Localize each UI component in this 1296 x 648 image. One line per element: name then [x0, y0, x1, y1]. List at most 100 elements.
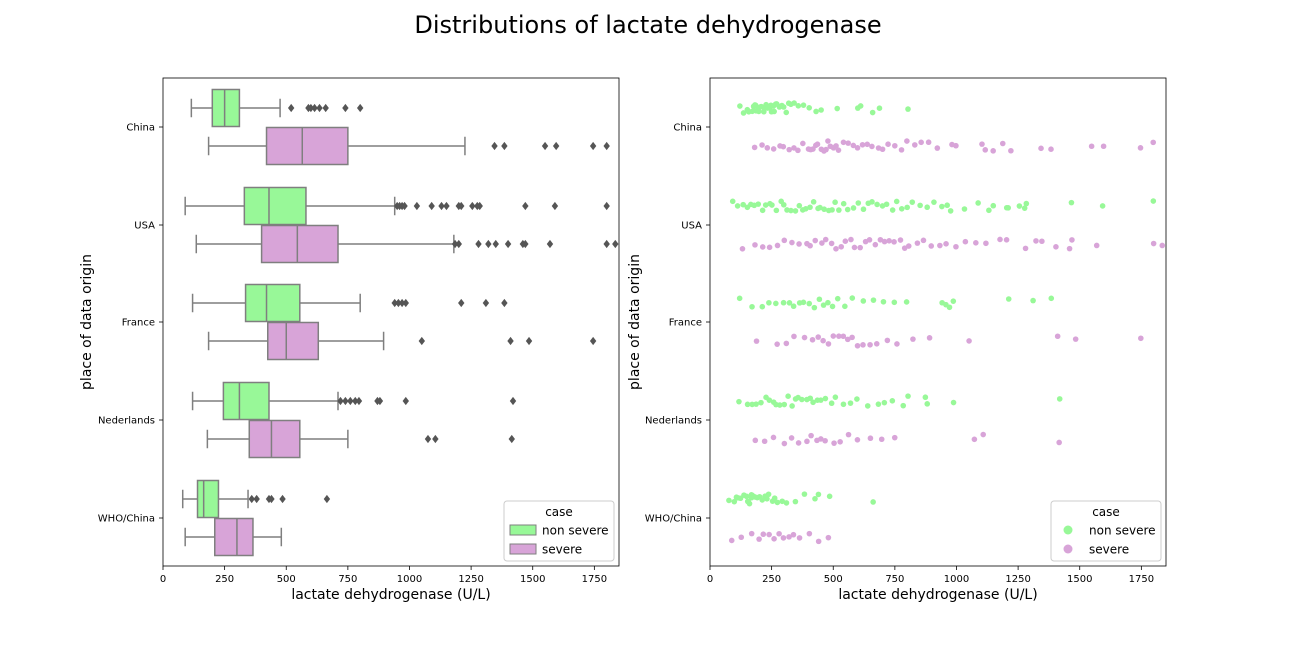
strip-usa-non-severe-point [788, 207, 794, 214]
strip-usa-non-severe-point [850, 205, 857, 211]
left-xtick-label: 1000 [397, 574, 422, 585]
strip-nederlands-non-severe-point [905, 393, 911, 399]
strip-nederlands-non-severe-point [854, 396, 860, 402]
strip-nederlands-non-severe-point [822, 395, 829, 402]
strip-usa-non-severe-point [909, 199, 916, 205]
strip-usa-severe-point [1053, 244, 1059, 250]
strip-nederlands-severe-point [837, 439, 843, 445]
strip-china-severe-point [764, 145, 771, 151]
strip-nederlands-severe-point [808, 432, 814, 439]
strip-china-non-severe-point [857, 103, 864, 109]
strip-france-non-severe-point [829, 303, 836, 310]
box-who-china-non-severe-iqr [196, 479, 220, 519]
strip-france-non-severe-point [1005, 296, 1012, 302]
strip-france-non-severe [736, 295, 1055, 311]
strip-who-china-severe-point [796, 535, 803, 541]
strip-nederlands-non-severe-point [799, 396, 805, 403]
box-nederlands-non-severe-flier [352, 396, 359, 406]
box-who-china-non-severe [181, 479, 331, 519]
box-china-severe-flier [603, 141, 610, 151]
strip-usa-severe-point [973, 240, 979, 246]
strip-usa-non-severe-point [755, 201, 762, 207]
box-usa-severe-flier [504, 239, 512, 249]
strip-nederlands-severe-point [818, 436, 824, 442]
box-who-china-non-severe-flier [279, 494, 286, 504]
box-china-non-severe-flier [342, 103, 349, 113]
strip-usa-non-severe-point [975, 200, 981, 206]
strip-who-china-non-severe-point [815, 491, 822, 498]
strip-nederlands-non-severe-point [864, 403, 871, 409]
strip-usa-non-severe-point [990, 202, 997, 209]
strip-nederlands-severe-point [867, 435, 874, 442]
strip-china-severe-point [1137, 145, 1144, 151]
right-legend: case non severe severe [1050, 500, 1162, 562]
box-france-non-severe [191, 283, 508, 323]
strip-nederlands-non-severe-point [807, 395, 814, 402]
strip-nederlands-non-severe-point [736, 398, 742, 405]
strip-china-severe-point [879, 146, 886, 153]
strip-usa-non-severe-point [810, 199, 817, 205]
box-nederlands-severe-flier [432, 434, 439, 444]
left-xtick-label: 1500 [520, 574, 545, 585]
strip-nederlands-non-severe-point [753, 401, 759, 407]
strip-usa-non-severe-point [773, 207, 780, 214]
box-usa-severe [195, 224, 619, 264]
strip-usa-non-severe-point [986, 207, 992, 214]
box-nederlands-non-severe-flier [342, 396, 349, 406]
strip-france-non-severe-point [800, 299, 807, 306]
strip-france-severe-point [926, 335, 933, 341]
strip-nederlands-non-severe-point [847, 400, 854, 406]
box-usa-non-severe-flier [438, 201, 445, 211]
strip-who-china-non-severe-point [765, 491, 772, 498]
left-legend-swatch-non-severe [509, 524, 537, 536]
box-usa-severe-flier [522, 239, 529, 249]
strip-who-china-non-severe-point [792, 498, 799, 505]
strip-who-china-severe-point [738, 534, 745, 541]
strip-who-china-severe-point [815, 538, 822, 545]
left-legend-swatch-severe [509, 543, 537, 555]
strip-china-severe-point [1150, 139, 1157, 146]
left-ytick-label-france: France [122, 318, 155, 329]
strip-usa-severe-point [897, 237, 904, 243]
box-china-severe-flier [541, 141, 549, 151]
strip-nederlands-severe-point [878, 436, 885, 443]
strip-china-severe-point [823, 146, 829, 153]
strip-france-severe-point [966, 338, 972, 344]
strip-france-severe-point [830, 333, 837, 339]
strip-who-china-non-severe-point [812, 495, 818, 502]
strip-nederlands-severe-point [1056, 439, 1062, 446]
box-usa-non-severe-iqr [243, 186, 307, 226]
strip-usa-non-severe-point [836, 207, 842, 213]
strip-nederlands-severe-point [752, 437, 759, 444]
strip-who-china-non-severe-point [731, 498, 738, 505]
strip-usa-severe-point [886, 238, 892, 244]
strip-france-severe-point [825, 341, 832, 347]
strip-france-non-severe-point [880, 298, 887, 305]
strip-china-non-severe-point [818, 107, 824, 113]
box-usa-non-severe-flier [603, 201, 610, 211]
strip-china-severe-point [918, 139, 924, 146]
strip-usa-non-severe-point [821, 206, 827, 213]
box-usa-severe-flier [485, 239, 492, 249]
strip-nederlands-non-severe-point [832, 394, 839, 400]
box-france-severe [207, 321, 597, 361]
strip-china-non-severe-point [869, 109, 876, 116]
right-xtick-label: 1500 [1067, 574, 1092, 585]
right-ytick-label-france: France [669, 318, 702, 329]
strip-usa-non-severe [729, 198, 1157, 214]
strip-usa-severe-point [789, 239, 795, 246]
strip-france-severe-point [753, 338, 760, 344]
strip-france-non-severe-point [780, 299, 787, 306]
box-usa-non-severe-flier [401, 201, 408, 211]
right-legend-marker-severe [1063, 544, 1073, 554]
strip-usa-non-severe-point [817, 204, 823, 211]
box-china-severe-flier [491, 141, 498, 151]
strip-france-non-severe-point [773, 300, 779, 307]
strip-china-non-severe-point [791, 100, 797, 106]
box-france-non-severe-flier [482, 298, 490, 308]
box-nederlands-non-severe-flier [337, 396, 344, 406]
strip-nederlands-non-severe-point [881, 399, 888, 406]
box-china-non-severe-iqr [211, 88, 241, 128]
right-ytick-label-nederlands: Nederlands [645, 416, 702, 427]
box-france-severe-flier [589, 336, 597, 346]
